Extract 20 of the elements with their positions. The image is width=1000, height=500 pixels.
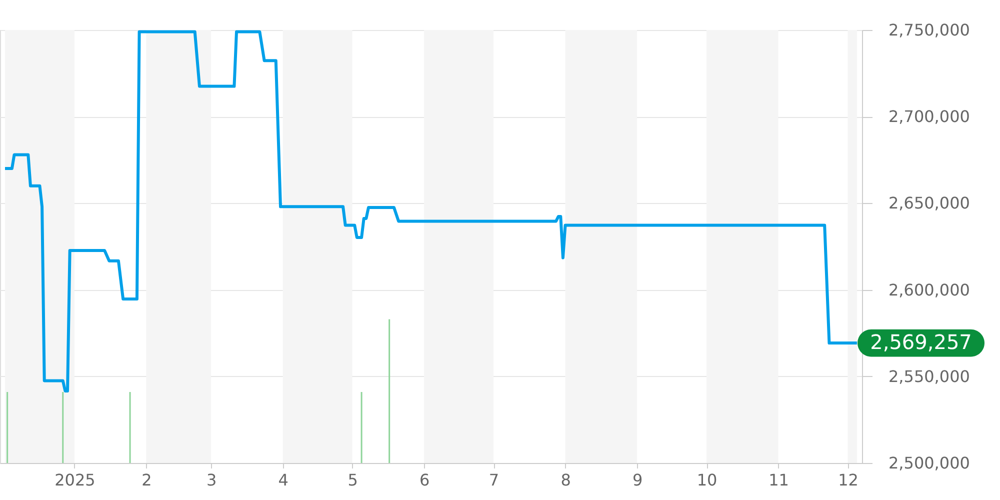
y-tick-label: 2,500,000	[888, 454, 970, 472]
x-tick-label: 6	[419, 470, 430, 490]
line-series	[4, 30, 858, 392]
x-tick-label: 10	[696, 470, 718, 490]
x-tick-label: 4	[278, 470, 288, 490]
data-label: 2,569,257	[870, 330, 972, 354]
x-tick-label: 12	[838, 470, 858, 490]
x-tick-label: 8	[560, 470, 571, 490]
x-tick-label: 2025	[54, 470, 96, 490]
y-tick-label: 2,650,000	[888, 194, 970, 213]
x-tick-label: 9	[632, 470, 643, 490]
x-tick-label: 2	[142, 470, 152, 490]
x-tick-label: 5	[348, 470, 358, 490]
x-tick-label: 7	[488, 470, 500, 490]
x-tick-label: 3	[206, 470, 217, 490]
y-tick-label: 2,600,000	[888, 280, 970, 300]
y-tick-label: 2,750,000	[888, 20, 970, 40]
y-tick-label: 2,550,000	[888, 366, 970, 386]
x-tick-label: 11	[768, 470, 789, 490]
y-tick-label: 2,700,000	[888, 107, 970, 126]
